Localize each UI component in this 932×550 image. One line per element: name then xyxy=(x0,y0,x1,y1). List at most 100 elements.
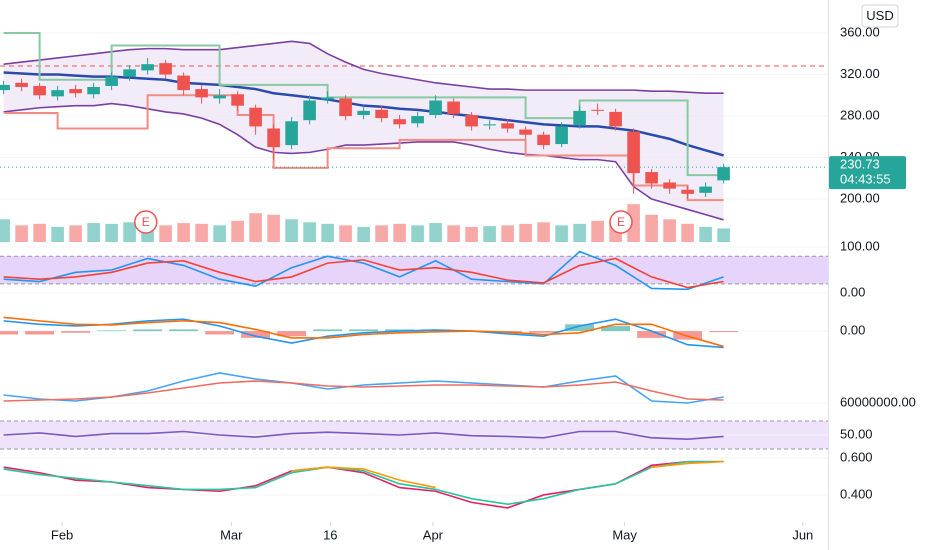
earnings-label: E xyxy=(142,215,150,229)
candle-body xyxy=(519,129,532,135)
price-tag xyxy=(829,156,906,190)
volume-bar xyxy=(591,220,604,242)
earnings-label: E xyxy=(617,215,625,229)
candle-body xyxy=(15,82,28,88)
x-tick-label: Feb xyxy=(51,527,73,542)
candle-body xyxy=(285,121,298,146)
y-tick-label: 50.00 xyxy=(840,426,873,441)
candle-body xyxy=(447,101,460,114)
candle-body xyxy=(321,97,334,100)
candle-body xyxy=(123,69,136,77)
candle-body xyxy=(33,85,46,96)
earnings-marker[interactable] xyxy=(134,210,158,234)
volume-bar xyxy=(555,225,568,242)
histogram-bar xyxy=(133,329,162,332)
candle-body xyxy=(105,76,118,86)
candle-body xyxy=(483,124,496,126)
indicator-line xyxy=(3,460,724,506)
volume-bar xyxy=(105,223,118,242)
x-tick-label: 16 xyxy=(323,527,337,542)
candle-body xyxy=(303,100,316,121)
candle-body xyxy=(249,107,262,127)
histogram-bar xyxy=(637,331,666,338)
candle-body xyxy=(429,100,442,116)
indicator-line xyxy=(3,318,724,349)
candle-body xyxy=(213,95,226,99)
volume-bar xyxy=(159,225,172,242)
volume-bar xyxy=(447,225,460,242)
x-tick-label: Mar xyxy=(220,527,243,542)
candle-body xyxy=(357,110,370,116)
volume-bar xyxy=(69,225,82,242)
volume-bar xyxy=(573,223,586,242)
histogram-bar xyxy=(169,329,198,332)
volume-bar xyxy=(231,220,244,242)
volume-bar xyxy=(321,223,334,242)
histogram-bar xyxy=(349,329,378,332)
indicator-line xyxy=(3,430,724,440)
x-tick-label: Apr xyxy=(423,527,444,542)
histogram-bar xyxy=(385,329,414,332)
candle-body xyxy=(339,98,352,117)
candle-body xyxy=(555,126,568,145)
currency-box[interactable] xyxy=(861,4,899,28)
volume-bar xyxy=(285,219,298,242)
candle-body xyxy=(681,189,694,194)
volume-bar xyxy=(645,214,658,242)
volume-bar xyxy=(15,225,28,242)
volume-bar xyxy=(681,223,694,242)
candle-body xyxy=(159,63,172,75)
candle-body xyxy=(51,90,64,97)
indicator-line xyxy=(3,40,724,95)
volume-bar xyxy=(177,223,190,242)
volume-bar xyxy=(303,222,316,242)
volume-bar xyxy=(33,223,46,242)
candle-body xyxy=(699,186,712,193)
volume-bar xyxy=(519,223,532,242)
y-tick-label: 0.00 xyxy=(840,323,865,338)
volume-bar xyxy=(51,226,64,242)
volume-bar xyxy=(213,225,226,242)
volume-bar xyxy=(0,219,10,242)
candle-body xyxy=(609,111,622,127)
indicator-line xyxy=(3,32,724,177)
volume-bar xyxy=(123,222,136,242)
candle-body xyxy=(177,75,190,91)
candle-body xyxy=(465,115,478,127)
histogram-bar xyxy=(529,331,558,333)
volume-bar xyxy=(501,225,514,242)
histogram-bar xyxy=(61,331,90,333)
indicator-line xyxy=(3,102,724,221)
volume-bar xyxy=(339,225,352,242)
indicator-line xyxy=(3,380,724,402)
candle-body xyxy=(87,87,100,95)
candle-body xyxy=(501,123,514,129)
y-tick-label: 200.00 xyxy=(840,190,880,205)
y-tick-label: 60000000.00 xyxy=(840,394,916,409)
volume-bar xyxy=(357,226,370,242)
volume-bar xyxy=(87,223,100,242)
candle-body xyxy=(537,134,550,146)
candle-body xyxy=(717,167,730,181)
volume-bar xyxy=(537,222,550,242)
earnings-marker[interactable] xyxy=(609,210,633,234)
histogram-bar xyxy=(241,331,270,338)
volume-bar xyxy=(483,226,496,242)
indicator-line xyxy=(3,94,724,202)
volume-bar xyxy=(249,213,262,242)
y-tick-label: 0.400 xyxy=(840,486,873,501)
volume-bar xyxy=(411,225,424,242)
volume-bar xyxy=(375,225,388,242)
candle-body xyxy=(69,89,82,94)
volume-bar xyxy=(195,223,208,242)
price-tag-countdown: 04:43:55 xyxy=(840,172,891,187)
y-tick-label: 280.00 xyxy=(840,107,880,122)
candle-body xyxy=(591,109,604,111)
volume-bar xyxy=(429,223,442,242)
histogram-bar xyxy=(709,331,738,333)
currency-label: USD xyxy=(866,8,893,23)
candle-body xyxy=(0,84,10,91)
candle-body xyxy=(375,109,388,119)
x-tick-label: Jun xyxy=(792,527,813,542)
